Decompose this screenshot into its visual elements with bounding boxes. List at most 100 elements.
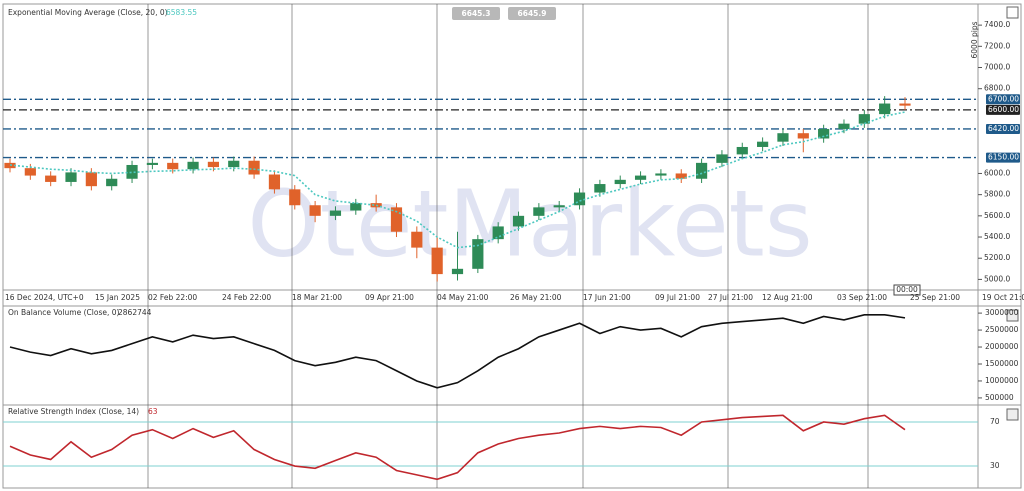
level-label: 6700.00	[988, 94, 1019, 103]
level-label: 6150.00	[988, 153, 1019, 162]
obv-tick-label: 2500000	[985, 325, 1019, 334]
level-label-box	[986, 152, 1020, 163]
x-tick-label: 18 Mar 21:00	[292, 293, 342, 302]
x-tick-label: 03 Sep 21:00	[837, 293, 887, 302]
ema-line	[9, 111, 906, 249]
level-label-box	[986, 104, 1020, 115]
close-panel-button[interactable]	[1006, 309, 1019, 322]
x-tick-label: 26 May 21:00	[510, 293, 562, 302]
candle-body	[695, 162, 708, 179]
x-tick-label: 25 Sep 21:00	[910, 293, 960, 302]
candle-body	[472, 239, 484, 269]
x-tick-label: 27 Jul 21:00	[708, 293, 753, 302]
candle-body	[329, 210, 342, 216]
x-tick-label: 09 Jul 21:00	[655, 293, 700, 302]
level-label: 6420.00	[988, 124, 1019, 133]
range-label: 6000 pips	[970, 21, 979, 58]
candle-body	[492, 226, 504, 240]
obv-line	[9, 314, 906, 389]
y-tick-label: 7000.0	[984, 63, 1010, 72]
obv-title: On Balance Volume (Close, 0)	[8, 308, 120, 317]
y-tick-label: 7200.0	[984, 41, 1010, 50]
indicator-value: 6583.55	[166, 8, 197, 17]
candle-body	[45, 175, 57, 182]
candle-body	[451, 268, 464, 275]
rsi-tick-label: 70	[990, 417, 1000, 426]
candle-body	[411, 231, 423, 248]
candle-body	[573, 192, 586, 206]
x-tick-label: 09 Apr 21:00	[365, 293, 414, 302]
y-tick-label: 5800.0	[984, 190, 1010, 199]
y-tick-label: 5400.0	[984, 232, 1010, 241]
time-badge-text: 00:00	[896, 285, 918, 294]
candle-body	[797, 133, 809, 139]
candle-body	[594, 184, 606, 193]
candle-body	[716, 154, 728, 163]
candle-body	[858, 114, 870, 124]
candle-body	[512, 215, 525, 227]
level-label-box	[986, 123, 1020, 134]
rsi-line	[9, 414, 906, 481]
candle-body	[126, 164, 138, 179]
candle-body	[65, 172, 77, 182]
y-tick-label: 5000.0	[984, 274, 1010, 283]
y-tick-label: 7400.0	[984, 20, 1010, 29]
obv-tick-label: 3000000	[985, 308, 1019, 317]
x-tick-label: 12 Aug 21:00	[762, 293, 813, 302]
candle-body	[553, 205, 565, 208]
x-tick-label: 17 Jun 21:00	[583, 293, 631, 302]
candle-body	[187, 161, 199, 170]
candle-body	[818, 128, 830, 139]
rsi-tick-label: 30	[990, 461, 1000, 470]
ask-chip[interactable]	[508, 7, 556, 20]
y-tick-label: 5200.0	[984, 253, 1010, 262]
level-label-box	[986, 94, 1020, 105]
candle-body	[106, 178, 118, 187]
candle-body	[289, 189, 301, 206]
candle-body	[390, 207, 403, 232]
candle-body	[370, 203, 382, 208]
y-tick-label: 5600.0	[984, 211, 1010, 220]
rsi-title: Relative Strength Index (Close, 14)	[8, 407, 139, 416]
obv-value: 2862744	[118, 308, 152, 317]
candle-body	[309, 205, 321, 216]
candle-body	[757, 141, 769, 147]
x-tick-label: 15 Jan 2025	[95, 293, 140, 302]
candle-body	[146, 162, 158, 165]
x-tick-label: 02 Feb 22:00	[148, 293, 197, 302]
x-tick-label: 04 May 21:00	[437, 293, 489, 302]
candle-body	[24, 168, 36, 176]
candle-body	[167, 162, 179, 170]
candle-body	[85, 172, 97, 187]
candle-body	[879, 103, 891, 115]
chart-frame	[2, 3, 1022, 489]
candle-body	[228, 160, 240, 168]
candle-body	[675, 173, 687, 179]
bid-chip[interactable]	[452, 7, 500, 20]
rsi-value: 63	[148, 407, 158, 416]
maximize-button[interactable]	[1006, 6, 1019, 19]
candle-body	[614, 179, 626, 185]
candle-body	[634, 175, 647, 180]
y-tick-label: 6000.0	[984, 168, 1010, 177]
x-tick-label: 19 Oct 21:00	[982, 293, 1024, 302]
obv-tick-label: 1500000	[985, 359, 1019, 368]
candle-body	[207, 161, 220, 168]
close-panel-button[interactable]	[1006, 408, 1019, 421]
candle-body	[838, 123, 850, 129]
y-tick-label: 6800.0	[984, 84, 1010, 93]
candle-body	[736, 146, 748, 155]
obv-tick-label: 500000	[985, 393, 1014, 402]
x-tick-label: 16 Dec 2024, UTC+0	[5, 293, 84, 302]
level-label: 6600.00	[988, 105, 1019, 114]
indicator-title: Exponential Moving Average (Close, 20, 0…	[8, 8, 168, 17]
candle-body	[899, 103, 911, 106]
ask-chip-text: 6645.9	[518, 9, 547, 18]
candle-body	[268, 174, 281, 190]
candle-body	[533, 207, 545, 216]
bid-chip-text: 6645.3	[462, 9, 491, 18]
candle-body	[655, 173, 667, 176]
candle-body	[431, 247, 443, 275]
